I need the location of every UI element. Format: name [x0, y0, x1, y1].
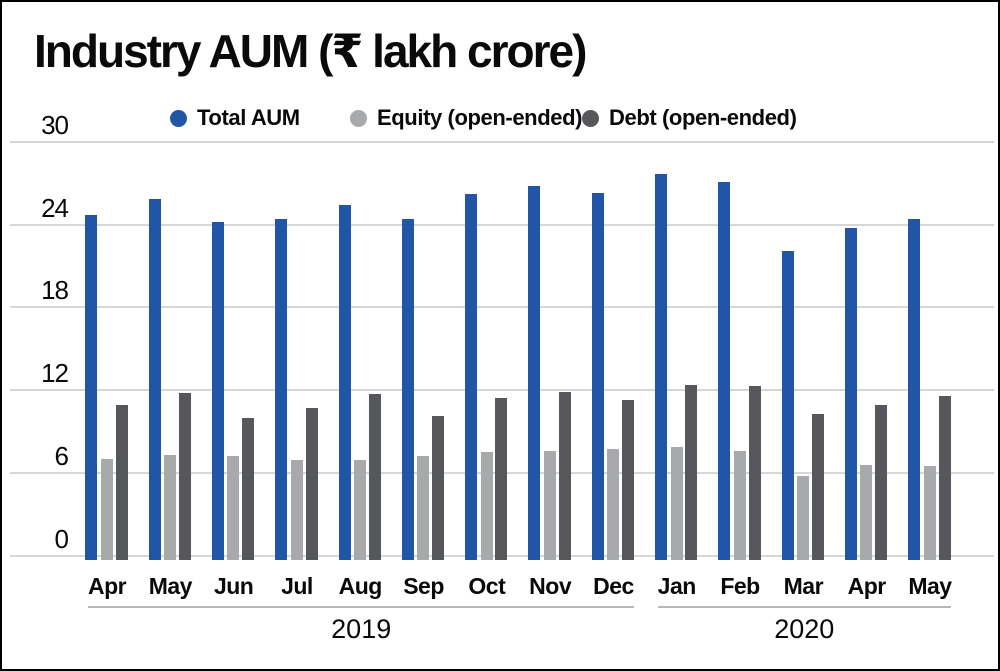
x-axis-label: May: [148, 573, 193, 599]
bar-total-aum: [591, 193, 604, 560]
x-axis-label: Jan: [657, 573, 697, 599]
bar-equity-open-ended: [480, 452, 493, 560]
x-axis-label: Apr: [847, 573, 887, 599]
legend-item-debt: Debt (open-ended): [582, 103, 797, 133]
bar-debt-open-ended: [495, 398, 508, 560]
chart-title: Industry AUM (₹ lakh crore): [34, 25, 587, 77]
bar-total-aum: [85, 215, 98, 560]
bar-total-aum: [528, 186, 541, 560]
gridline: [10, 306, 994, 309]
bar-debt-open-ended: [242, 417, 255, 560]
y-axis-label: 24: [41, 192, 69, 223]
year-bracket-line: [657, 606, 951, 608]
bar-debt-open-ended: [875, 405, 888, 560]
bar-debt-open-ended: [432, 416, 445, 560]
year-label: 2019: [331, 614, 392, 644]
bar-debt-open-ended: [368, 394, 381, 560]
bar-debt-open-ended: [178, 392, 191, 560]
bar-debt-open-ended: [305, 408, 318, 560]
bar-equity-open-ended: [290, 460, 303, 560]
bar-equity-open-ended: [354, 460, 366, 560]
x-axis-label: Dec: [593, 573, 634, 599]
bar-total-aum: [844, 227, 857, 560]
legend-label-total-aum: Total AUM: [197, 105, 300, 130]
gridline: [10, 141, 994, 144]
legend-dot-total-aum-icon: [170, 109, 187, 127]
x-axis-label: Mar: [783, 573, 824, 599]
bar-equity-open-ended: [417, 456, 430, 560]
bar-total-aum: [275, 219, 288, 560]
x-axis-label: May: [908, 573, 952, 599]
x-axis-label: Nov: [529, 573, 572, 599]
legend-dot-debt-icon: [582, 109, 599, 127]
bar-equity-open-ended: [733, 450, 746, 560]
x-axis-label: Jun: [213, 573, 254, 599]
gridline: [10, 223, 994, 226]
x-axis-label: Aug: [338, 573, 383, 599]
legend-label-equity: Equity (open-ended): [377, 105, 583, 130]
y-axis-label: 30: [41, 110, 69, 141]
gridline: [10, 389, 994, 392]
bar-debt-open-ended: [685, 384, 698, 560]
y-axis-label: 0: [54, 523, 69, 554]
bar-total-aum: [655, 173, 667, 560]
x-axis-label: Oct: [468, 573, 506, 599]
bar-debt-open-ended: [938, 395, 951, 560]
bar-equity-open-ended: [227, 456, 240, 560]
year-bracket-line: [88, 606, 635, 608]
x-axis-label: Sep: [403, 573, 444, 599]
bar-equity-open-ended: [860, 464, 873, 560]
legend-label-debt: Debt (open-ended): [609, 105, 797, 130]
bar-debt-open-ended: [811, 413, 824, 560]
bar-debt-open-ended: [622, 399, 634, 560]
legend-item-total-aum: Total AUM: [170, 103, 300, 133]
bar-equity-open-ended: [670, 446, 683, 560]
y-axis-label: 18: [41, 275, 69, 306]
bar-total-aum: [718, 182, 731, 560]
x-axis-label: Feb: [720, 573, 760, 599]
y-axis-label: 12: [41, 358, 69, 389]
legend-dot-equity-icon: [350, 109, 367, 127]
bar-total-aum: [465, 194, 478, 560]
bar-debt-open-ended: [558, 391, 571, 560]
bar-equity-open-ended: [164, 454, 177, 560]
x-axis-label: Apr: [87, 573, 127, 599]
bar-equity-open-ended: [923, 465, 936, 560]
bar-debt-open-ended: [748, 386, 761, 560]
bar-total-aum: [148, 198, 161, 560]
bar-debt-open-ended: [115, 405, 128, 560]
x-axis-label: Jul: [281, 573, 313, 599]
bar-total-aum: [338, 205, 351, 560]
bar-equity-open-ended: [543, 450, 556, 560]
legend-item-equity: Equity (open-ended): [350, 103, 582, 133]
bar-equity-open-ended: [607, 449, 620, 560]
bar-total-aum: [211, 222, 224, 560]
bar-equity-open-ended: [100, 459, 113, 560]
y-axis-label: 6: [54, 440, 69, 471]
bar-total-aum: [781, 250, 794, 560]
bar-total-aum: [908, 219, 921, 560]
bar-total-aum: [401, 219, 414, 560]
year-label: 2020: [774, 614, 835, 644]
bar-equity-open-ended: [797, 475, 810, 560]
